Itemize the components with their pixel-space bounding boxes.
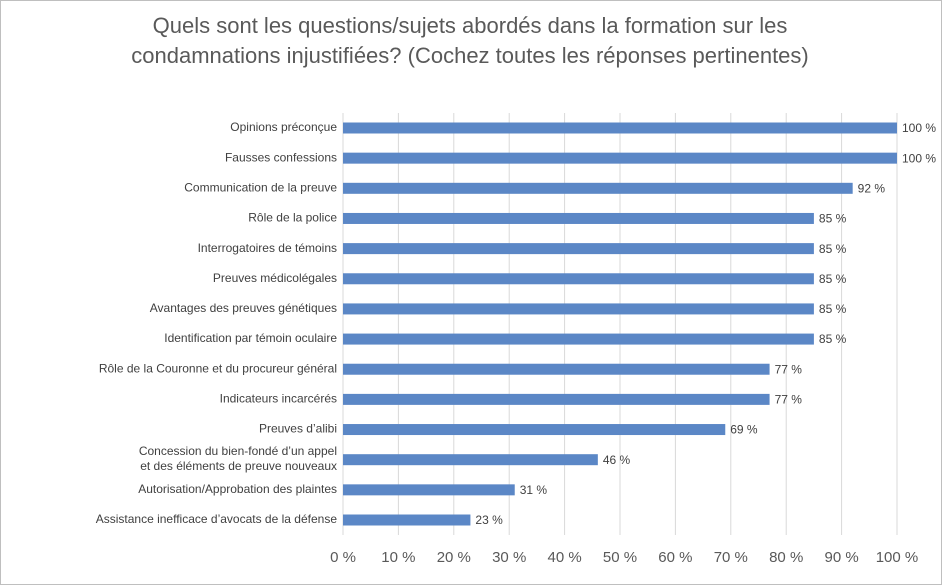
bar	[343, 152, 897, 164]
bar	[343, 514, 471, 526]
y-tick-label: Identification par témoin oculaire	[164, 331, 337, 345]
value-label: 77 %	[775, 362, 803, 376]
y-tick-label: Indicateurs incarcérés	[220, 392, 337, 406]
x-tick-label: 80 %	[769, 549, 803, 566]
bar	[343, 363, 770, 375]
bar	[343, 393, 770, 405]
x-tick-label: 40 %	[547, 549, 581, 566]
value-label: 85 %	[819, 332, 847, 346]
chart-title: Quels sont les questions/sujets abordés …	[131, 13, 809, 68]
y-tick-label: Opinions préconçue	[230, 120, 337, 134]
bar	[343, 454, 598, 466]
x-tick-label: 90 %	[824, 549, 858, 566]
bar	[343, 243, 814, 255]
value-label: 100 %	[902, 121, 936, 135]
value-label: 46 %	[603, 453, 631, 467]
y-tick-label: Preuves médicolégales	[213, 271, 337, 285]
x-tick-label: 20 %	[437, 549, 471, 566]
value-label: 100 %	[902, 151, 936, 165]
value-label: 69 %	[730, 423, 758, 437]
value-label: 85 %	[819, 242, 847, 256]
x-tick-label: 30 %	[492, 549, 526, 566]
y-tick-label: Concession du bien-fondé d’un appel et de…	[139, 444, 337, 473]
bar	[343, 273, 814, 285]
y-tick-label: Preuves d’alibi	[259, 422, 337, 436]
value-label: 77 %	[775, 393, 803, 407]
bar	[343, 182, 853, 194]
y-tick-label: Assistance inefficace d’avocats de la dé…	[96, 512, 338, 526]
x-tick-label: 0 %	[330, 549, 356, 566]
y-tick-label: Interrogatoires de témoins	[198, 241, 337, 255]
y-tick-label: Communication de la preuve	[184, 180, 337, 194]
x-tick-label: 10 %	[381, 549, 415, 566]
bar	[343, 484, 515, 496]
value-label: 85 %	[819, 212, 847, 226]
value-label: 23 %	[475, 513, 503, 527]
y-tick-label: Autorisation/Approbation des plaintes	[138, 482, 337, 496]
value-label: 31 %	[520, 483, 548, 497]
x-tick-label: 50 %	[603, 549, 637, 566]
y-tick-label: Fausses confessions	[225, 150, 337, 164]
y-tick-label: Rôle de la Couronne et du procureur géné…	[99, 361, 337, 375]
bar	[343, 122, 897, 134]
bar	[343, 333, 814, 345]
y-tick-label: Avantages des preuves génétiques	[150, 301, 337, 315]
bar	[343, 303, 814, 315]
bar	[343, 424, 726, 436]
x-tick-label: 60 %	[658, 549, 692, 566]
value-label: 85 %	[819, 272, 847, 286]
value-label: 85 %	[819, 302, 847, 316]
x-tick-label: 100 %	[876, 549, 919, 566]
value-label: 92 %	[858, 181, 886, 195]
x-tick-label: 70 %	[714, 549, 748, 566]
y-tick-label: Rôle de la police	[248, 211, 337, 225]
bar	[343, 212, 814, 224]
